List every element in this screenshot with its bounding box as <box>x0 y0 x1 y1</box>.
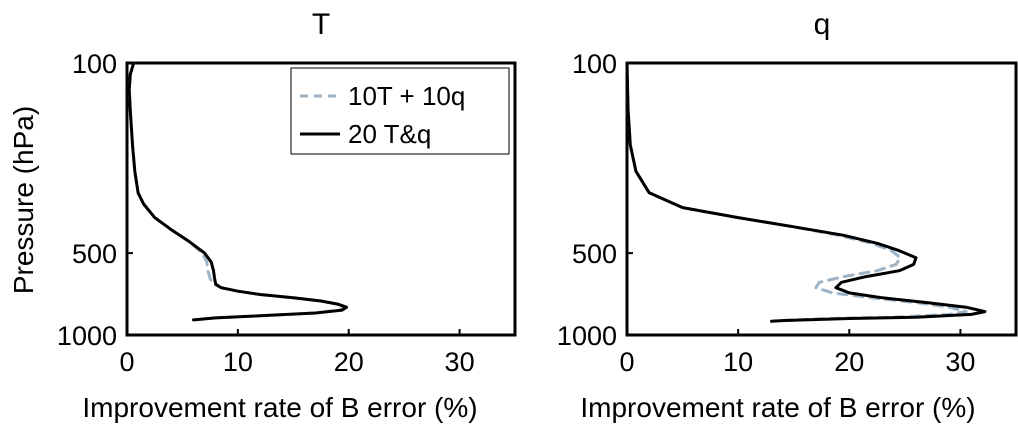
series-line-20-tq <box>625 61 987 323</box>
plot-frame <box>125 61 517 337</box>
panel-title: T <box>312 8 330 41</box>
panel-humidity: q 0 10 20 30 100 500 1000 Improvement rate of … <box>557 8 1018 423</box>
x-axis-label: Improvement rate of B error (%) <box>82 392 477 423</box>
panel-temperature: T 0 10 20 30 100 500 1000 Pressure (hPa) Impro… <box>8 8 517 423</box>
axis-ticks: 0 10 20 30 100 500 1000 <box>557 49 976 377</box>
x-tick-label: 20 <box>834 347 864 377</box>
plot-frame <box>625 61 1018 337</box>
x-tick-label: 10 <box>723 347 753 377</box>
panel-title: q <box>814 8 831 41</box>
y-tick-label: 1000 <box>57 321 117 351</box>
y-tick-label: 100 <box>572 49 617 79</box>
series-layer <box>127 61 348 322</box>
y-tick-label: 1000 <box>557 321 617 351</box>
x-tick-label: 10 <box>223 347 253 377</box>
series-line-20-tq <box>127 61 348 322</box>
x-tick-label: 0 <box>619 347 634 377</box>
y-tick-label: 500 <box>72 239 117 269</box>
y-axis-label: Pressure (hPa) <box>8 106 39 294</box>
x-axis-label: Improvement rate of B error (%) <box>580 392 975 423</box>
series-layer <box>625 61 987 323</box>
y-tick-label: 100 <box>72 49 117 79</box>
x-tick-label: 30 <box>945 347 975 377</box>
legend: 10T + 10q 20 T&q <box>290 67 510 155</box>
x-tick-label: 30 <box>445 347 475 377</box>
series-line-10t-10q <box>625 61 968 323</box>
legend-label: 20 T&q <box>348 119 431 149</box>
x-tick-label: 20 <box>334 347 364 377</box>
axis-ticks: 0 10 20 30 100 500 1000 <box>57 49 475 377</box>
y-tick-label: 500 <box>572 239 617 269</box>
legend-label: 10T + 10q <box>348 81 465 111</box>
legend-box <box>290 67 510 155</box>
x-tick-label: 0 <box>119 347 134 377</box>
